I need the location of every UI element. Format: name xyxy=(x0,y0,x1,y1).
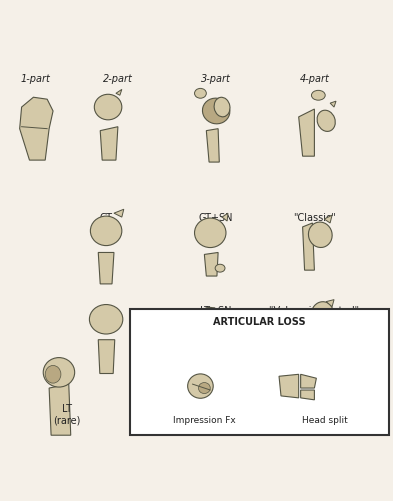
Text: SN: SN xyxy=(99,306,113,316)
Ellipse shape xyxy=(90,305,123,334)
Ellipse shape xyxy=(202,98,230,124)
Polygon shape xyxy=(49,384,71,435)
Ellipse shape xyxy=(188,374,213,398)
Ellipse shape xyxy=(311,302,333,325)
Ellipse shape xyxy=(195,88,206,98)
Ellipse shape xyxy=(195,218,226,247)
Polygon shape xyxy=(98,340,115,374)
Ellipse shape xyxy=(309,222,332,247)
Ellipse shape xyxy=(198,383,210,394)
Text: GT+SN: GT+SN xyxy=(199,213,233,223)
Polygon shape xyxy=(299,109,314,156)
Ellipse shape xyxy=(215,264,225,272)
Polygon shape xyxy=(222,213,228,221)
Text: "Classic": "Classic" xyxy=(293,213,336,223)
Ellipse shape xyxy=(312,90,325,100)
Polygon shape xyxy=(330,101,336,107)
Ellipse shape xyxy=(214,97,230,117)
Text: LT
(rare): LT (rare) xyxy=(53,404,81,425)
Polygon shape xyxy=(100,127,118,160)
Text: Impression Fx: Impression Fx xyxy=(173,416,235,425)
Text: 1-part: 1-part xyxy=(20,74,50,84)
Text: LT+SN
(rare): LT+SN (rare) xyxy=(200,306,232,327)
Text: ARTICULAR LOSS: ARTICULAR LOSS xyxy=(213,317,306,327)
Ellipse shape xyxy=(196,308,225,335)
Ellipse shape xyxy=(45,365,61,383)
Polygon shape xyxy=(305,327,316,366)
Ellipse shape xyxy=(43,358,75,387)
Text: Head split: Head split xyxy=(302,416,348,425)
Polygon shape xyxy=(301,390,314,400)
Ellipse shape xyxy=(317,110,335,131)
Ellipse shape xyxy=(94,94,122,120)
Polygon shape xyxy=(114,209,124,217)
Polygon shape xyxy=(98,253,114,284)
Text: GT: GT xyxy=(99,213,113,223)
Polygon shape xyxy=(301,374,316,388)
Ellipse shape xyxy=(90,216,122,245)
Polygon shape xyxy=(116,89,122,95)
Text: 3-part: 3-part xyxy=(201,74,231,84)
Text: 2-part: 2-part xyxy=(103,74,133,84)
Polygon shape xyxy=(324,215,332,223)
Polygon shape xyxy=(20,97,53,160)
Polygon shape xyxy=(326,300,334,307)
Polygon shape xyxy=(206,343,217,367)
Polygon shape xyxy=(204,253,218,276)
Polygon shape xyxy=(279,374,299,398)
Polygon shape xyxy=(303,223,314,270)
Polygon shape xyxy=(218,332,226,341)
Text: "Valgus impacted": "Valgus impacted" xyxy=(269,306,360,316)
Polygon shape xyxy=(206,129,219,162)
FancyBboxPatch shape xyxy=(130,310,389,435)
Text: 4-part: 4-part xyxy=(299,74,329,84)
